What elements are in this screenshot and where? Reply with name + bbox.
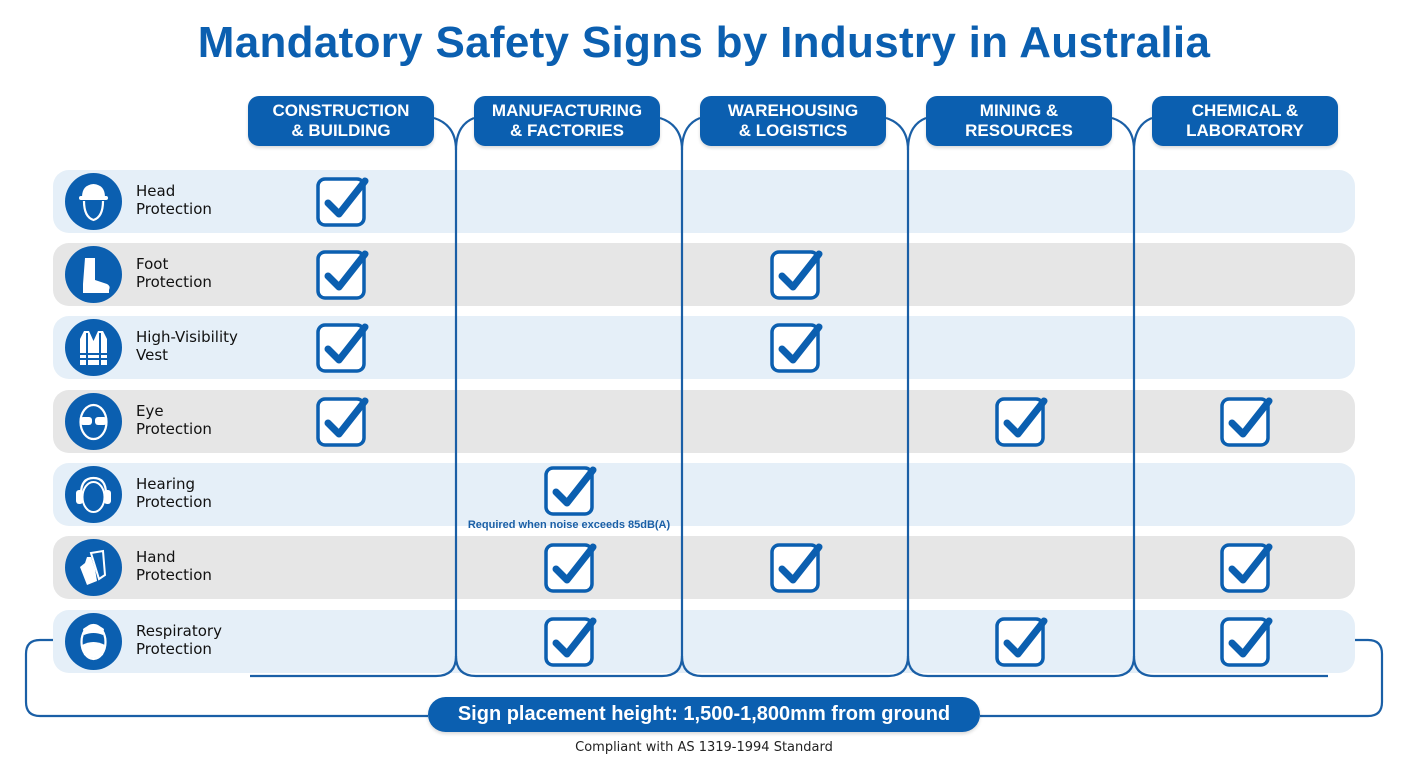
placement-height-banner: Sign placement height: 1,500-1,800mm fro… (428, 697, 980, 732)
sign-row-respiratory: Respiratory Protection (53, 610, 1355, 673)
sign-label: Hearing Protection (136, 475, 212, 511)
industry-header-warehousing: WAREHOUSING & LOGISTICS (700, 96, 886, 146)
checkbox-checked-icon (769, 246, 825, 302)
industry-header-construction: CONSTRUCTION & BUILDING (248, 96, 434, 146)
sign-label: Foot Protection (136, 255, 212, 291)
sign-row-hand: Hand Protection (53, 536, 1355, 599)
sign-row-hearing: Hearing Protection (53, 463, 1355, 526)
checkbox-checked-icon (315, 246, 371, 302)
industry-header-chemical: CHEMICAL & LABORATORY (1152, 96, 1338, 146)
checkbox-checked-icon (543, 462, 599, 518)
checkbox-checked-icon (769, 319, 825, 375)
sign-row-hi-vis: High-Visibility Vest (53, 316, 1355, 379)
checkbox-checked-icon (543, 613, 599, 669)
page-title: Mandatory Safety Signs by Industry in Au… (197, 18, 1211, 67)
safety-boot-icon (65, 246, 122, 303)
checkbox-checked-icon (769, 539, 825, 595)
gloves-icon (65, 539, 122, 596)
checkbox-checked-icon (1219, 539, 1275, 595)
sign-label: Hand Protection (136, 548, 212, 584)
checkbox-checked-icon (1219, 613, 1275, 669)
hi-vis-vest-icon (65, 319, 122, 376)
industry-header-manufacturing: MANUFACTURING & FACTORIES (474, 96, 660, 146)
ear-muffs-icon (65, 466, 122, 523)
checkbox-checked-icon (315, 173, 371, 229)
checkbox-checked-icon (994, 613, 1050, 669)
hard-hat-icon (65, 173, 122, 230)
checkbox-checked-icon (315, 393, 371, 449)
sign-row-head: Head Protection (53, 170, 1355, 233)
sign-label: Eye Protection (136, 402, 212, 438)
sign-row-eye: Eye Protection (53, 390, 1355, 453)
sign-row-foot: Foot Protection (53, 243, 1355, 306)
face-mask-icon (65, 613, 122, 670)
industry-header-mining: MINING & RESOURCES (926, 96, 1112, 146)
sign-label: High-Visibility Vest (136, 328, 238, 364)
checkbox-checked-icon (543, 539, 599, 595)
checkbox-checked-icon (994, 393, 1050, 449)
compliance-footer: Compliant with AS 1319-1994 Standard (575, 740, 833, 755)
sign-label: Respiratory Protection (136, 622, 222, 658)
safety-glasses-icon (65, 393, 122, 450)
checkbox-checked-icon (1219, 393, 1275, 449)
hearing-noise-note: Required when noise exceeds 85dB(A) (467, 519, 671, 531)
checkbox-checked-icon (315, 319, 371, 375)
sign-label: Head Protection (136, 182, 212, 218)
